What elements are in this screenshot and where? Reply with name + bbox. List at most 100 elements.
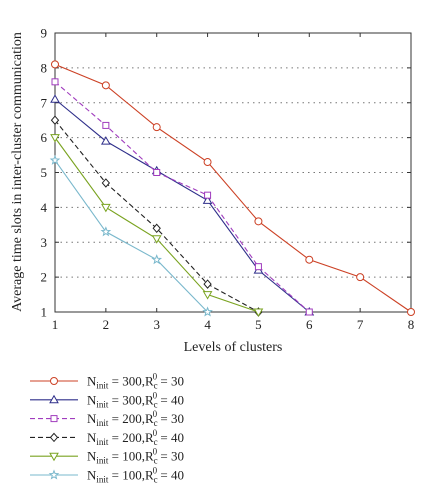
data-point bbox=[50, 94, 60, 103]
y-tick-label: 2 bbox=[41, 270, 48, 285]
data-point bbox=[202, 306, 213, 317]
legend-entry: Ninit = 100,Rc0 = 30 bbox=[30, 447, 184, 466]
legend-text-part: = 40 bbox=[157, 430, 184, 445]
legend-text-part: N bbox=[87, 374, 97, 389]
legend-text-part: N bbox=[87, 449, 97, 464]
legend-text-part: N bbox=[87, 392, 97, 407]
legend-text-part: = 30 bbox=[157, 449, 184, 464]
legend-marker bbox=[48, 469, 60, 480]
data-point bbox=[202, 291, 213, 300]
y-tick-label: 5 bbox=[41, 165, 48, 180]
legend-text-part: c bbox=[154, 475, 158, 485]
legend-text-part: init bbox=[96, 437, 109, 447]
x-tick-label: 5 bbox=[255, 317, 262, 332]
legend-text-part: = 30 bbox=[157, 374, 184, 389]
data-point bbox=[51, 78, 59, 86]
data-point bbox=[152, 223, 161, 234]
x-tick-label: 6 bbox=[306, 317, 313, 332]
legend-text-part: 0 bbox=[153, 466, 158, 476]
series-layer bbox=[49, 60, 415, 318]
data-point bbox=[100, 136, 111, 145]
legend-text-part: init bbox=[96, 399, 109, 409]
data-point bbox=[203, 158, 212, 167]
legend-text-part: = 200,R bbox=[108, 430, 154, 445]
series-line bbox=[54, 159, 208, 313]
y-tick-label: 8 bbox=[41, 60, 48, 75]
legend-entry: Ninit = 200,Rc0 = 40 bbox=[30, 428, 184, 447]
series-6 bbox=[49, 154, 213, 317]
legend-text-part: = 100,R bbox=[108, 449, 154, 464]
series-1 bbox=[51, 60, 415, 316]
legend-entry: Ninit = 100,Rc0 = 40 bbox=[30, 466, 184, 485]
legend-text-part: 0 bbox=[153, 447, 158, 457]
legend-text-part: init bbox=[96, 475, 109, 485]
legend-text-part: init bbox=[96, 456, 109, 466]
legend-marker bbox=[49, 394, 59, 404]
legend-marker bbox=[50, 377, 58, 385]
data-point bbox=[254, 263, 262, 271]
series-line bbox=[54, 63, 412, 313]
y-tick-label: 3 bbox=[41, 235, 48, 250]
legend-label: Ninit = 100,Rc0 = 30 bbox=[87, 447, 184, 466]
legend-text-part: = 300,R bbox=[108, 392, 154, 407]
series-5 bbox=[50, 134, 264, 318]
data-point bbox=[254, 217, 263, 226]
data-point bbox=[100, 203, 111, 213]
data-point bbox=[356, 273, 365, 282]
legend-label: Ninit = 200,Rc0 = 30 bbox=[87, 409, 184, 428]
x-tick-label: 7 bbox=[357, 317, 364, 332]
legend-marker bbox=[49, 452, 59, 462]
data-point bbox=[253, 308, 264, 318]
data-point bbox=[50, 134, 60, 143]
data-point bbox=[49, 154, 61, 165]
legend-text-part: = 40 bbox=[157, 392, 184, 407]
legend-text-part: N bbox=[87, 468, 97, 483]
x-tick-label: 2 bbox=[103, 317, 110, 332]
legend-label: Ninit = 100,Rc0 = 40 bbox=[87, 466, 184, 485]
y-tick-label: 7 bbox=[41, 95, 48, 110]
data-point bbox=[305, 255, 314, 264]
x-axis-label: Levels of clusters bbox=[184, 340, 283, 355]
legend-text-part: = 100,R bbox=[108, 468, 154, 483]
legend-text-part: = 30 bbox=[157, 411, 184, 426]
y-axis-label: Average time slots in inter-cluster comm… bbox=[10, 32, 25, 312]
data-point bbox=[101, 81, 110, 90]
legend-text-part: c bbox=[154, 381, 158, 391]
x-tick-label: 8 bbox=[408, 317, 415, 332]
data-point bbox=[151, 235, 162, 244]
legend-text-part: c bbox=[154, 418, 158, 428]
legend-text-part: c bbox=[154, 437, 158, 447]
series-line bbox=[54, 81, 310, 313]
legend-text-part: N bbox=[87, 411, 97, 426]
legend-text-part: = 200,R bbox=[108, 411, 154, 426]
legend-label: Ninit = 300,Rc0 = 40 bbox=[87, 390, 184, 409]
grid-lines bbox=[55, 67, 411, 278]
legend-entry: Ninit = 300,Rc0 = 30 bbox=[30, 372, 184, 391]
legend-label: Ninit = 300,Rc0 = 30 bbox=[87, 372, 184, 391]
data-point bbox=[153, 169, 161, 176]
data-point bbox=[305, 308, 313, 316]
data-point bbox=[407, 308, 415, 316]
data-point bbox=[202, 195, 213, 204]
data-point bbox=[100, 226, 112, 237]
legend-marker bbox=[50, 415, 58, 423]
legend-text-part: c bbox=[154, 456, 158, 466]
legend-text-part: init bbox=[96, 418, 109, 428]
plot-area: 1 2 3 4 5 6 7 8 9 1 2 3 4 5 6 7 8 bbox=[41, 26, 415, 332]
data-point bbox=[102, 121, 110, 129]
data-point bbox=[101, 178, 111, 188]
x-tick-label: 3 bbox=[153, 317, 160, 332]
x-tick-label: 4 bbox=[204, 317, 211, 332]
legend-marker bbox=[49, 432, 59, 443]
x-tick-label: 1 bbox=[52, 317, 59, 332]
y-tick-label: 6 bbox=[41, 130, 48, 145]
legend-text-part: 0 bbox=[153, 428, 158, 438]
y-tick-label: 1 bbox=[41, 305, 48, 320]
series-3 bbox=[51, 78, 313, 316]
legend-label: Ninit = 200,Rc0 = 40 bbox=[87, 428, 184, 447]
data-point bbox=[51, 60, 59, 69]
legend-text-part: N bbox=[87, 430, 97, 445]
data-point bbox=[204, 191, 212, 199]
series-2 bbox=[50, 94, 315, 316]
